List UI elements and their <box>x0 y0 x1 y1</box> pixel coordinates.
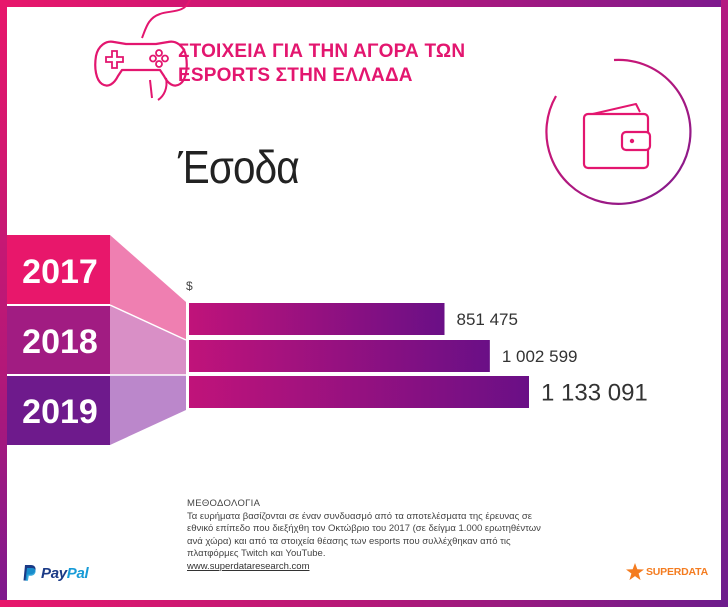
header-title: ΣΤΟΙΧΕΙΑ ΓΙΑ ΤΗΝ ΑΓΟΡΑ ΤΩΝ ESPORTS ΣΤΗΝ … <box>178 40 498 88</box>
methodology-line2: εθνικό επίπεδο που διεξήχθη τον Οκτώβριο… <box>187 523 541 534</box>
wallet-icon <box>545 58 692 205</box>
gamepad-icon <box>94 0 191 101</box>
methodology: ΜΕΘΟΔΟΛΟΓΙΑ Τα ευρήματα βασίζονται σε έν… <box>187 498 587 573</box>
connector-2018 <box>110 305 186 375</box>
star-icon <box>626 563 644 581</box>
superdata-text: SUPERDATA <box>646 566 708 578</box>
superdata-logo: SUPERDATA <box>626 563 708 581</box>
value-label-2018: 1 002 599 <box>502 347 578 366</box>
paypal-text-pay: Pay <box>41 564 67 582</box>
methodology-title: ΜΕΘΟΔΟΛΟΓΙΑ <box>187 498 261 509</box>
border-top <box>0 0 728 7</box>
methodology-line1: Τα ευρήματα βασίζονται σε έναν συνδυασμό… <box>187 510 532 522</box>
value-label-2019: 1 133 091 <box>541 380 648 407</box>
year-block-2018 <box>7 305 110 375</box>
year-block-2019 <box>7 375 110 445</box>
methodology-line3: ανά χώρα) και από τα στοιχεία θέασης των… <box>187 535 511 547</box>
category-label-2017: 2017 <box>22 253 98 291</box>
category-label-2019: 2019 <box>22 393 98 431</box>
border-left <box>0 0 7 607</box>
bars-group: 851 475 1 002 599 1 133 091 <box>189 303 648 408</box>
category-label-2018: 2018 <box>22 323 98 361</box>
section-title: Έσοδα <box>178 141 300 193</box>
connector-divider-1 <box>109 304 187 341</box>
bar-2018 <box>189 340 490 372</box>
bar-2017 <box>189 303 445 335</box>
header-title-line2: ESPORTS ΣΤΗΝ ΕΛΛΑΔΑ <box>178 65 413 86</box>
connector-2019 <box>110 375 186 445</box>
border-right <box>721 0 728 607</box>
paypal-logo: PayPal <box>22 563 89 583</box>
value-label-2017: 851 475 <box>456 310 517 329</box>
bar-2019 <box>189 376 529 408</box>
unit-label: $ <box>186 279 193 293</box>
methodology-line4: πλατφόρμες Twitch και YouTube. <box>187 548 326 559</box>
border-bottom <box>0 600 728 607</box>
header-title-line1: ΣΤΟΙΧΕΙΑ ΓΙΑ ΤΗΝ ΑΓΟΡΑ ΤΩΝ <box>178 41 466 62</box>
source-link[interactable]: www.superdataresearch.com <box>187 560 310 572</box>
year-block-2017 <box>7 235 110 305</box>
paypal-icon <box>23 565 36 581</box>
paypal-text-pal: Pal <box>66 564 89 582</box>
